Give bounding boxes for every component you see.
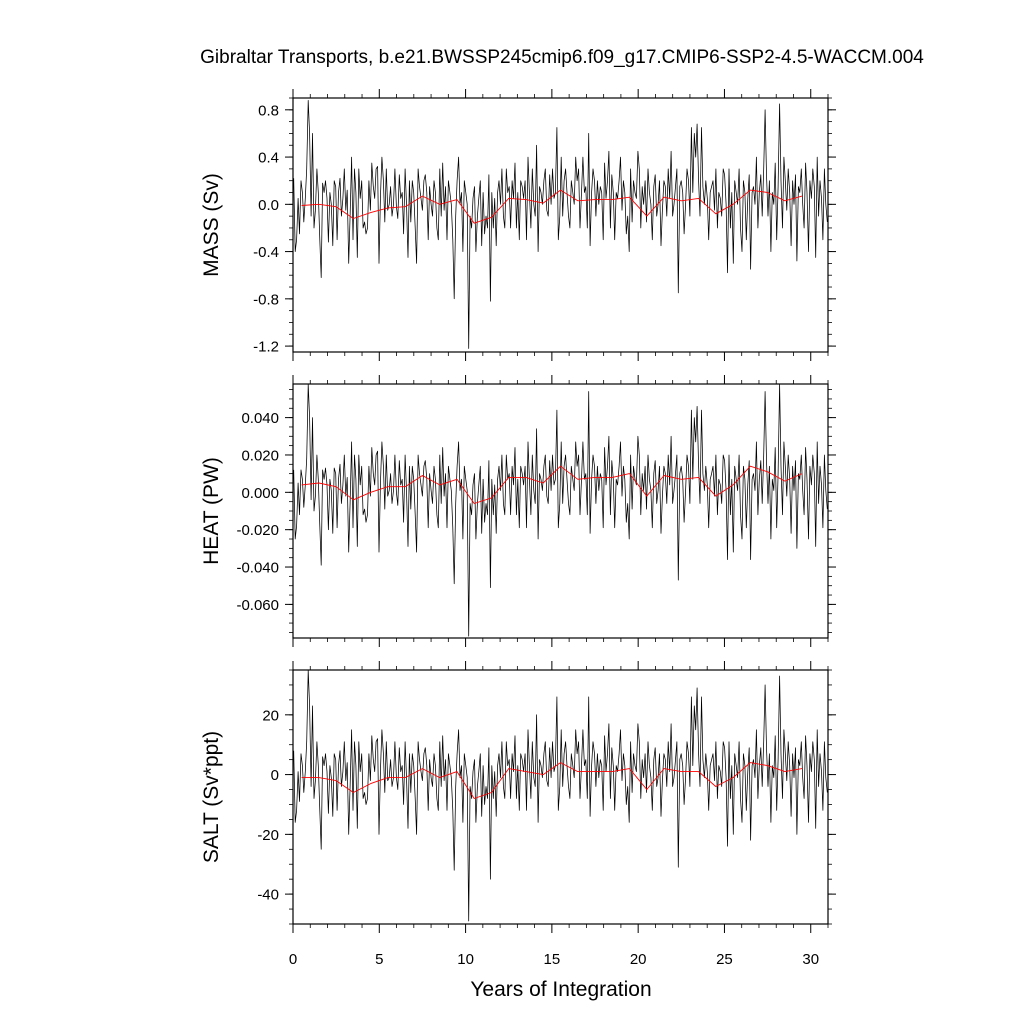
series-line-annual xyxy=(301,189,803,224)
y-axis-label: MASS (Sv) xyxy=(200,173,223,277)
y-tick-label: 0.000 xyxy=(241,485,279,502)
y-axis-label: SALT (Sv*ppt) xyxy=(200,731,223,863)
y-tick-label: 0.8 xyxy=(258,102,279,119)
y-tick-label: -0.060 xyxy=(236,597,279,614)
y-axis-label: HEAT (PW) xyxy=(200,457,223,565)
y-tick-label: 0.4 xyxy=(258,150,279,167)
y-tick-label: 0 xyxy=(271,767,279,784)
y-tick-label: 0.0 xyxy=(258,197,279,214)
y-tick-label: 0.020 xyxy=(241,447,279,464)
y-tick-label: -20 xyxy=(257,827,279,844)
panel-1: 0.040 0.020 0.000 -0.020 -0.040 -0.060 HEAT (P… xyxy=(200,375,836,647)
series-line-monthly xyxy=(293,383,828,637)
plot-frame xyxy=(292,97,829,353)
x-tick-labels: 0 5 10 15 20 25 30 xyxy=(289,951,819,968)
x-tick-label: 20 xyxy=(630,951,647,968)
x-tick-label: 0 xyxy=(289,951,297,968)
y-tick-label: -40 xyxy=(257,887,279,904)
x-tick-label: 25 xyxy=(716,951,733,968)
series-line-monthly xyxy=(293,100,828,349)
y-tick-label: -0.040 xyxy=(236,560,279,577)
series-line-monthly xyxy=(293,669,828,922)
y-tick-label: 20 xyxy=(262,707,279,724)
y-tick-label: -0.8 xyxy=(253,291,279,308)
y-tick-label: -0.020 xyxy=(236,522,279,539)
panel-0: 0.8 0.4 0.0 -0.4 -0.8 -1.2 MASS (Sv) xyxy=(200,89,836,361)
x-tick-label: 30 xyxy=(802,951,819,968)
y-tick-label: -1.2 xyxy=(253,339,279,356)
x-tick-label: 5 xyxy=(375,951,383,968)
panel-2: 20 0 -20 -40 SALT (Sv*ppt) xyxy=(200,661,836,933)
series-line-annual xyxy=(301,465,803,504)
x-tick-label: 15 xyxy=(544,951,561,968)
plot-frame xyxy=(292,669,829,925)
y-tick-label: -0.4 xyxy=(253,244,279,261)
chart-title: Gibraltar Transports, b.e21.BWSSP245cmip… xyxy=(200,47,924,68)
x-axis-label: Years of Integration xyxy=(470,978,651,1001)
y-tick-label: 0.040 xyxy=(241,410,279,427)
panels: 0.8 0.4 0.0 -0.4 -0.8 -1.2 MASS (Sv) 0.040 0.020… xyxy=(200,89,836,968)
plot-frame xyxy=(292,383,829,639)
series-line-annual xyxy=(301,762,803,799)
x-tick-label: 10 xyxy=(457,951,474,968)
